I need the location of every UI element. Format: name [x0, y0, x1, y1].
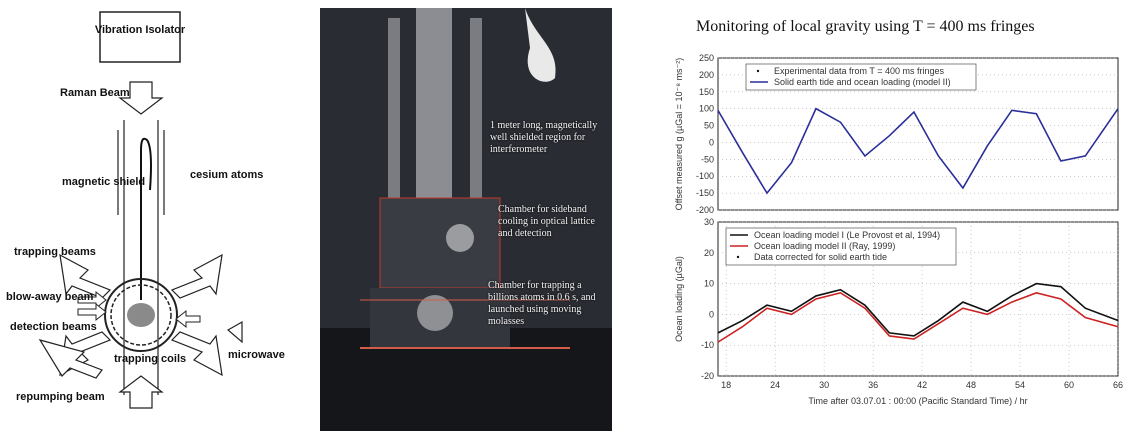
x-tick-label-5: 48	[966, 380, 976, 390]
y-tick-label-1-2: 0	[709, 309, 714, 319]
raman-label: Raman Beams	[60, 87, 136, 99]
series-line-1-1	[717, 291, 1119, 343]
legend-marker-1-2	[736, 255, 740, 259]
legend-label-1-1: Ocean loading model II (Ray, 1999)	[754, 241, 895, 251]
atom-cloud	[127, 303, 155, 327]
series-line-0-0	[717, 107, 1119, 195]
x-tick-label-1: 24	[770, 380, 780, 390]
isolator-label: Vibration Isolator	[95, 24, 186, 36]
chart-title: Monitoring of local gravity using T = 40…	[696, 18, 1035, 35]
y-tick-label-1-5: 30	[704, 217, 714, 227]
microwave-label: microwave	[228, 349, 285, 361]
bottom-raman-arrow	[118, 375, 164, 409]
x-tick-label-4: 42	[917, 380, 927, 390]
legend-label-1-2: Data corrected for solid earth tide	[754, 252, 887, 262]
x-tick-label-2: 30	[819, 380, 829, 390]
atom-trajectory	[140, 137, 152, 300]
y-tick-label-0-0: -200	[696, 205, 714, 215]
photo-illustration	[320, 8, 612, 431]
y-tick-label-0-7: 150	[699, 87, 714, 97]
y-tick-label-0-2: -100	[696, 171, 714, 181]
x-tick-label-8: 66	[1113, 380, 1123, 390]
legend-label-0-1: Solid earth tide and ocean loading (mode…	[774, 77, 951, 87]
y-tick-label-1-3: 10	[704, 279, 714, 289]
y-tick-label-0-5: 50	[704, 121, 714, 131]
x-axis-label: Time after 03.07.01 : 00:00 (Pacific Sta…	[808, 396, 1027, 406]
y-tick-label-1-4: 20	[704, 248, 714, 258]
y-axis-label-1: Ocean loading (µGal)	[674, 256, 684, 342]
x-tick-label-0: 18	[721, 380, 731, 390]
y-tick-label-0-4: 0	[709, 137, 714, 147]
gravity-chart: Monitoring of local gravity using T = 40…	[640, 0, 1141, 431]
cesium-label: cesium atoms	[190, 169, 263, 181]
photo-note-shield: 1 meter long, magnetically well shielded…	[490, 120, 598, 155]
vibration-isolator-box	[99, 11, 181, 63]
y-tick-label-1-0: -20	[701, 371, 714, 381]
y-tick-label-0-9: 250	[699, 53, 714, 63]
legend-label-0-0: Experimental data from T = 400 ms fringe…	[774, 66, 944, 76]
y-axis-label-0: Offset measured g (µGal = 10⁻⁸ ms⁻²)	[674, 58, 684, 211]
trapping-beams-label: trapping beams	[14, 246, 96, 258]
y-tick-label-0-8: 200	[699, 70, 714, 80]
legend-label-1-0: Ocean loading model I (Le Provost et al,…	[754, 230, 940, 240]
legend-marker-0-0	[756, 69, 760, 73]
photo-note-sideband: Chamber for sideband cooling in optical …	[498, 204, 595, 239]
repump-label: repumping beam	[16, 391, 105, 403]
apparatus-photo: 1 meter long, magnetically well shielded…	[320, 8, 612, 431]
shield-label: magnetic shield	[62, 176, 145, 188]
apparatus-diagram: Vibration Isolator Raman Beams cesium at…	[6, 11, 285, 409]
y-tick-label-0-1: -150	[696, 188, 714, 198]
y-tick-label-0-3: -50	[701, 154, 714, 164]
y-tick-label-0-6: 100	[699, 104, 714, 114]
raman-arrow	[118, 81, 164, 115]
legend-box-1	[725, 227, 957, 266]
coils-label: trapping coils	[114, 353, 186, 365]
legend-box-0	[745, 63, 977, 91]
photo-note-trapping: Chamber for trapping a billions atoms in…	[488, 280, 596, 327]
trap-ring-outer	[104, 278, 178, 352]
x-tick-label-3: 36	[868, 380, 878, 390]
x-tick-label-6: 54	[1015, 380, 1025, 390]
microwave-horn	[226, 320, 243, 344]
series-line-1-0	[717, 282, 1119, 337]
y-tick-label-1-1: -10	[701, 340, 714, 350]
detection-label: detection beams	[10, 321, 97, 333]
x-tick-label-7: 60	[1064, 380, 1074, 390]
blowaway-label: blow-away beam	[6, 291, 94, 303]
